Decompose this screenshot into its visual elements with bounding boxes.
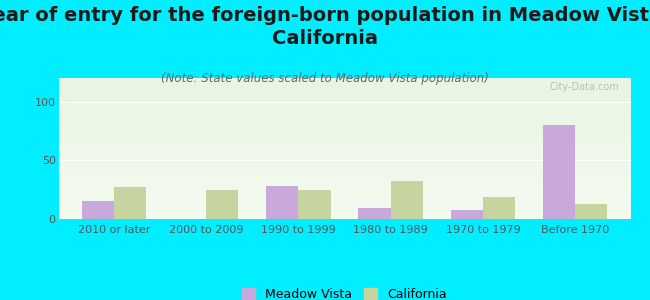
Bar: [483, 197, 515, 219]
Bar: [450, 210, 483, 219]
Bar: [298, 190, 331, 219]
Legend: Meadow Vista, California: Meadow Vista, California: [239, 284, 450, 300]
Bar: [543, 125, 575, 219]
Bar: [575, 204, 608, 219]
Text: City-Data.com: City-Data.com: [549, 82, 619, 92]
Bar: [266, 186, 298, 219]
Bar: [114, 187, 146, 219]
Text: Year of entry for the foreign-born population in Meadow Vista,
California: Year of entry for the foreign-born popul…: [0, 6, 650, 49]
Bar: [206, 190, 239, 219]
Text: (Note: State values scaled to Meadow Vista population): (Note: State values scaled to Meadow Vis…: [161, 72, 489, 85]
Bar: [391, 182, 423, 219]
Bar: [81, 201, 114, 219]
Bar: [358, 208, 391, 219]
